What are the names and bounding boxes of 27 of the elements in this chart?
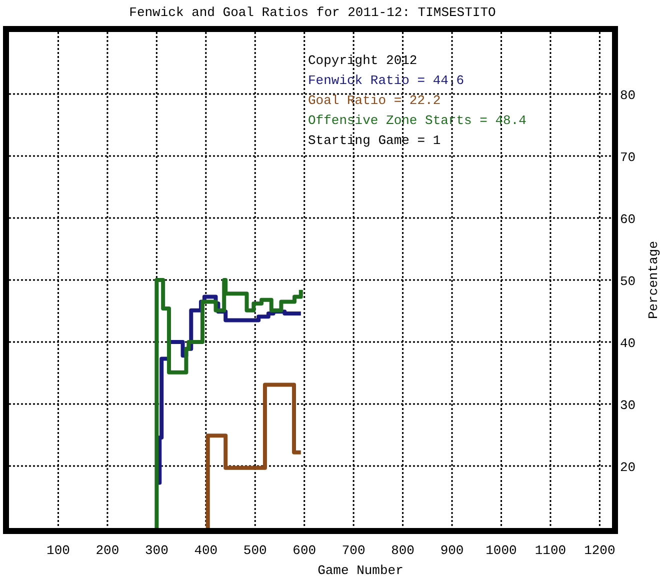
x-tick-label: 600 (292, 543, 316, 558)
annotation: Starting Game = 1 (308, 133, 441, 148)
annotation: Copyright 2012 (308, 53, 418, 68)
x-tick-label: 1100 (534, 543, 566, 558)
x-axis-title: Game Number (318, 563, 404, 578)
x-tick-label: 900 (440, 543, 464, 558)
x-tick-label: 500 (243, 543, 267, 558)
y-tick-label: 80 (620, 88, 636, 103)
y-tick-label: 70 (620, 150, 636, 165)
text: Offensive Zone Starts = 48.4 (308, 113, 527, 128)
text: Goal Ratio = 22.2 (308, 93, 441, 108)
y-axis-title: Percentage (646, 240, 661, 320)
y-tick-label: 40 (620, 336, 636, 351)
x-tick-label: 1200 (584, 543, 616, 558)
x-tick-label: 300 (144, 543, 168, 558)
x-tick-label: 1000 (486, 543, 517, 558)
y-tick-label: 30 (620, 398, 636, 413)
chart-title: Fenwick and Goal Ratios for 2011-12: TIMSESTITO (129, 5, 496, 20)
x-tick-label: 700 (342, 543, 366, 558)
x-tick-label: 400 (194, 543, 218, 558)
y-tick-label: 50 (620, 274, 636, 289)
y-tick-label: 60 (620, 212, 636, 227)
x-tick-label: 200 (96, 543, 120, 558)
x-tick-label: 100 (46, 543, 70, 558)
x-tick-label: 800 (391, 543, 414, 558)
y-tick-label: 20 (620, 460, 636, 475)
text: Fenwick Ratio = 44.6 (308, 73, 464, 88)
